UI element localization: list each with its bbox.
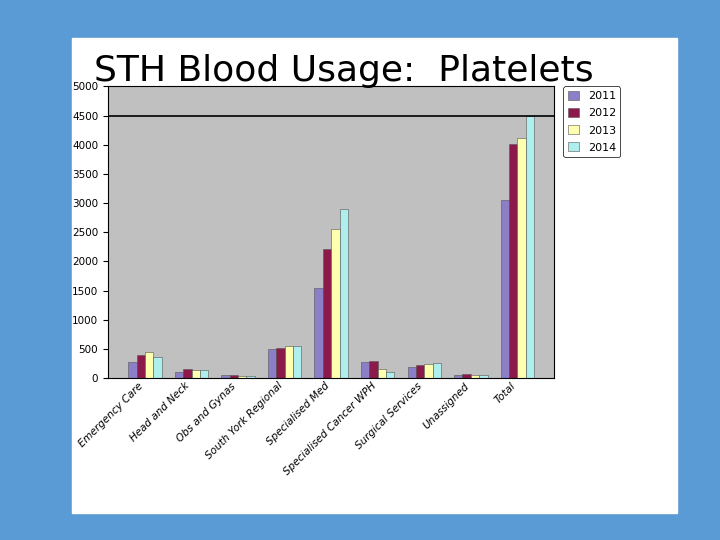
Bar	[433, 363, 441, 378]
Bar	[145, 352, 153, 378]
Bar	[221, 375, 230, 378]
Bar	[386, 372, 395, 378]
Bar	[153, 357, 162, 378]
Bar	[408, 367, 416, 378]
Bar	[416, 364, 424, 378]
Bar	[200, 370, 208, 378]
Bar	[424, 364, 433, 378]
Bar	[518, 138, 526, 378]
Bar	[462, 374, 471, 378]
Bar	[128, 362, 137, 378]
Bar	[480, 375, 487, 378]
Bar	[175, 372, 183, 378]
Bar	[284, 346, 293, 378]
Bar	[323, 248, 331, 378]
Bar	[137, 355, 145, 378]
Bar	[276, 348, 284, 378]
Bar	[230, 375, 238, 378]
Bar	[246, 376, 255, 378]
Bar	[183, 369, 192, 378]
Bar	[454, 375, 462, 378]
Bar	[500, 200, 509, 378]
Bar	[526, 116, 534, 378]
Bar	[369, 361, 378, 378]
Bar	[378, 369, 386, 378]
Bar	[471, 375, 480, 378]
Text: STH Blood Usage:  Platelets: STH Blood Usage: Platelets	[94, 54, 593, 88]
Bar	[293, 346, 302, 378]
Bar	[331, 230, 340, 378]
Bar	[268, 349, 276, 378]
Bar	[192, 369, 200, 378]
Legend: 2011, 2012, 2013, 2014: 2011, 2012, 2013, 2014	[563, 86, 621, 157]
Bar	[315, 288, 323, 378]
Bar	[340, 209, 348, 378]
Bar	[238, 376, 246, 378]
Bar	[361, 362, 369, 378]
Bar	[509, 144, 518, 378]
